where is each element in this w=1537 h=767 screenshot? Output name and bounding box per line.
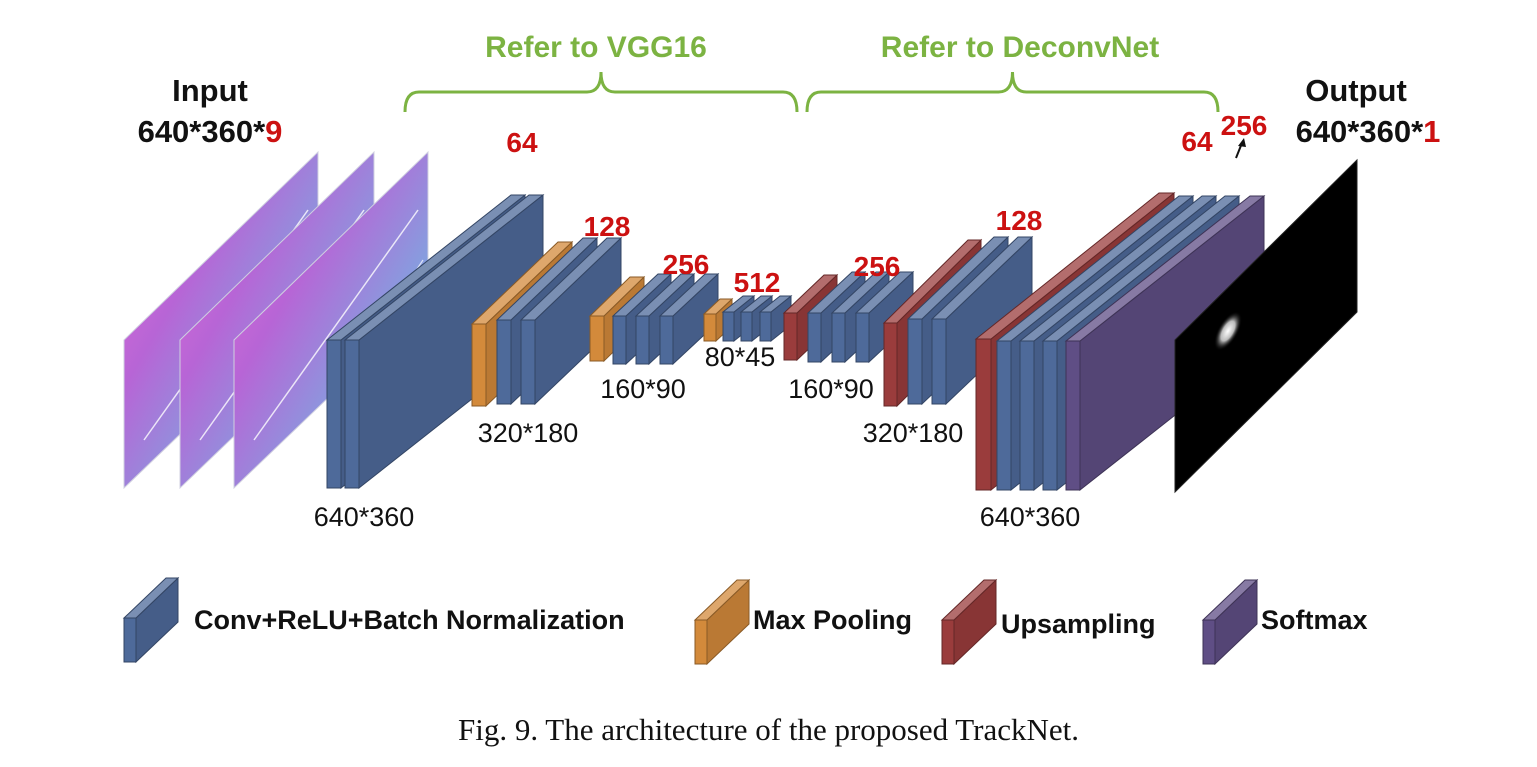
conv-block — [343, 193, 545, 490]
arrow-icon — [1235, 138, 1246, 159]
input-title: Input — [172, 73, 248, 108]
pool-block-icon — [693, 578, 751, 666]
size-label: 320*180 — [863, 418, 964, 448]
bracket-label-deconvnet: Refer to DeconvNet — [881, 31, 1159, 64]
conv-block-icon — [122, 576, 180, 664]
bracket-label-vgg16: Refer to VGG16 — [485, 31, 707, 64]
channel-label: 512 — [734, 267, 781, 298]
input-dims: 640*360*9 — [138, 114, 283, 149]
size-label: 640*360 — [314, 502, 415, 532]
input-frames — [123, 150, 429, 490]
size-label: 640*360 — [980, 502, 1081, 532]
channel-label: 128 — [584, 211, 631, 242]
legend-label-upsample: Upsampling — [1001, 609, 1156, 639]
legend — [122, 576, 1259, 666]
channel-label: 64 — [1181, 126, 1213, 157]
network-blocks — [325, 191, 1266, 492]
softmax-block-icon — [1201, 578, 1259, 666]
channel-label: 256 — [1221, 110, 1268, 141]
channel-label: 256 — [663, 249, 710, 280]
channel-label: 128 — [996, 205, 1043, 236]
bracket-deconvnet — [805, 71, 1220, 113]
legend-label-pool: Max Pooling — [753, 605, 912, 635]
size-label: 160*90 — [600, 374, 686, 404]
output-dims: 640*360*1 — [1296, 114, 1441, 149]
output-title: Output — [1305, 73, 1407, 108]
output-heatmap — [1174, 158, 1358, 494]
conv-block — [930, 235, 1034, 406]
legend-label-softmax: Softmax — [1261, 605, 1368, 635]
size-label: 320*180 — [478, 418, 579, 448]
legend-label-conv: Conv+ReLU+Batch Normalization — [194, 605, 625, 635]
conv-block — [658, 272, 720, 366]
upsample-block-icon — [940, 578, 998, 666]
channel-label: 256 — [854, 251, 901, 282]
figure-caption: Fig. 9. The architecture of the proposed… — [458, 712, 1079, 747]
bracket-vgg16 — [403, 71, 799, 113]
size-label: 80*45 — [705, 342, 776, 372]
conv-block — [519, 236, 623, 406]
channel-label: 64 — [506, 127, 538, 158]
size-label: 160*90 — [788, 374, 874, 404]
